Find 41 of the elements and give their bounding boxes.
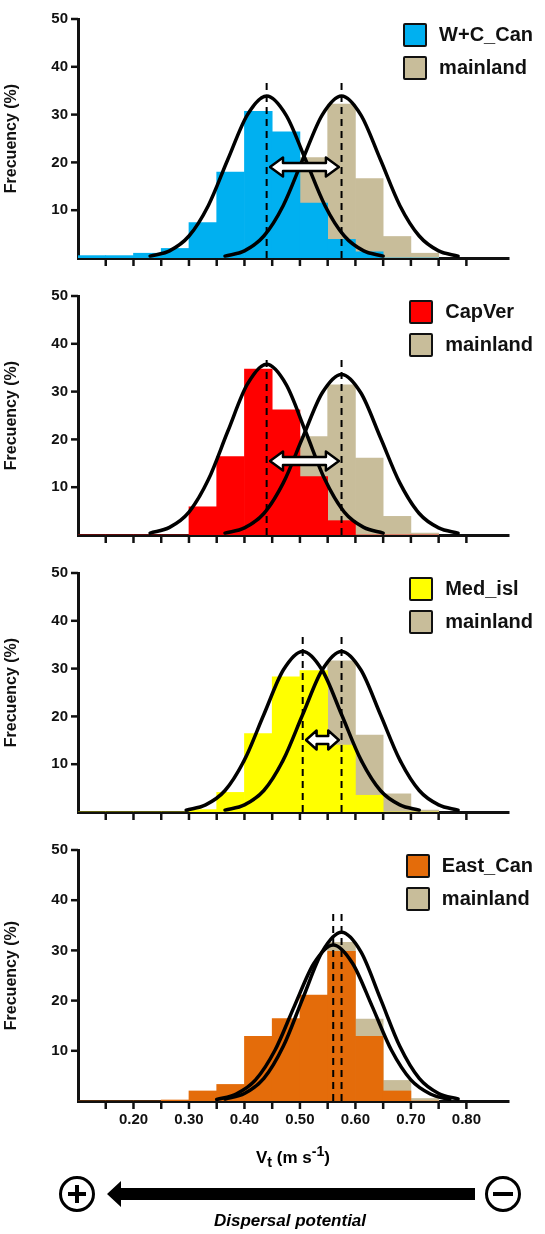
y-axis-title: Frecuency (%) [2,360,20,471]
y-tick-label: 30 [51,940,68,958]
x-tick-label: 0.30 [174,1110,204,1128]
y-tick-label: 30 [51,658,68,676]
x-tick-label: 0.70 [396,1110,426,1128]
y-tick-label: 20 [51,990,68,1008]
y-axis-title: Frecuency (%) [2,637,20,748]
legend-label: East_Can [441,854,533,877]
x-tick-label: 0.60 [340,1110,371,1128]
legend-label: CapVer [445,300,515,323]
x-tick-label: 0.20 [118,1110,149,1128]
y-tick-label: 40 [51,56,68,74]
legend-label: mainland [445,610,533,633]
y-tick-label: 10 [51,200,68,218]
y-tick-label: 50 [51,286,68,304]
y-tick-label: 50 [51,563,68,581]
y-tick-label: 40 [51,333,68,351]
y-tick-label: 50 [51,840,68,858]
y-tick-label: 50 [51,9,68,27]
legend-label: Med_isl [445,577,519,600]
y-tick-label: 10 [51,477,68,495]
y-axis-title: Frecuency (%) [2,920,20,1031]
legend-label: W+C_Can [439,23,533,46]
x-axis-title: V$_{t}$ (m s$^{-1}$) [255,1143,331,1171]
y-tick-label: 20 [51,706,68,724]
y-tick-label: 10 [51,1040,68,1058]
y-tick-label: 10 [51,754,68,772]
legend-label: mainland [439,56,527,79]
y-tick-label: 40 [51,890,68,908]
y-axis-title: Frecuency (%) [2,83,20,194]
y-tick-label: 30 [51,381,68,399]
y-tick-label: 20 [51,152,68,170]
y-tick-label: 30 [51,104,68,122]
text: Dispersal potential [212,1211,368,1231]
x-tick-label: 0.50 [285,1110,315,1128]
x-tick-label: 0.40 [229,1110,260,1128]
x-tick-label: 0.80 [451,1110,481,1128]
y-tick-label: 40 [51,610,68,628]
legend-label: mainland [445,333,533,356]
legend-label: mainland [441,887,530,910]
y-tick-label: 20 [51,429,68,447]
